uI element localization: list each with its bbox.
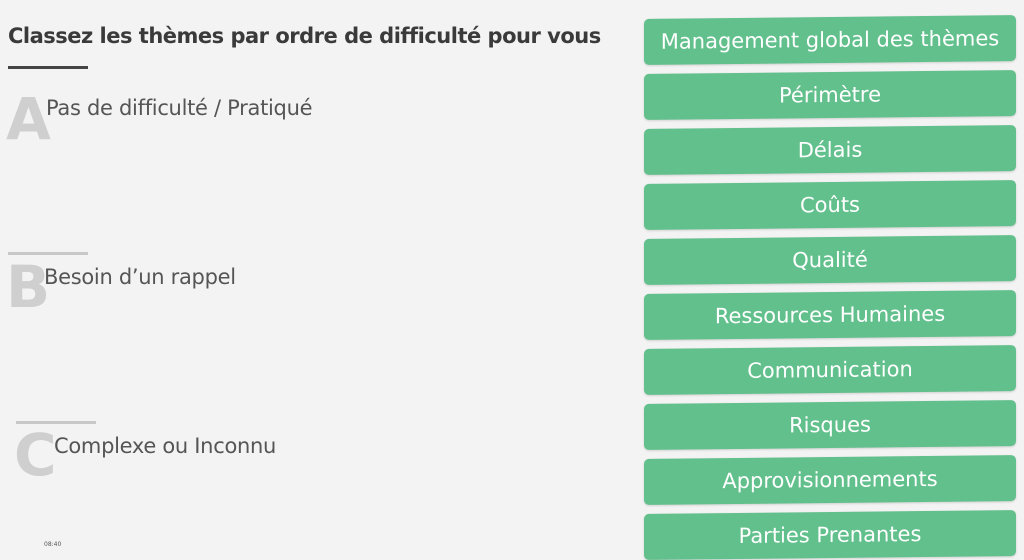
level-letter: C <box>14 421 57 489</box>
level-rule <box>8 252 88 255</box>
theme-card[interactable]: Parties Prenantes <box>644 510 1016 560</box>
theme-card[interactable]: Risques <box>644 400 1016 450</box>
theme-card[interactable]: Approvisionnements <box>644 455 1016 505</box>
level-rule <box>16 421 96 424</box>
level-letter: B <box>6 253 51 321</box>
title-rule <box>8 66 88 69</box>
theme-card[interactable]: Qualité <box>644 235 1016 285</box>
theme-card[interactable]: Délais <box>644 125 1016 175</box>
theme-card[interactable]: Management global des thèmes <box>644 15 1016 65</box>
timestamp: 08:40 <box>44 541 62 548</box>
theme-card[interactable]: Périmètre <box>644 70 1016 120</box>
level-letter: A <box>6 85 51 153</box>
level-label: Besoin d’un rappel <box>44 265 236 289</box>
level-label: Pas de difficulté / Pratiqué <box>46 96 313 120</box>
theme-card[interactable]: Ressources Humaines <box>644 290 1016 340</box>
theme-card[interactable]: Communication <box>644 345 1016 395</box>
level-label: Complexe ou Inconnu <box>54 434 277 458</box>
theme-card[interactable]: Coûts <box>644 180 1016 230</box>
page: Classez les thèmes par ordre de difficul… <box>6 15 1016 560</box>
title: Classez les thèmes par ordre de difficul… <box>8 24 601 48</box>
